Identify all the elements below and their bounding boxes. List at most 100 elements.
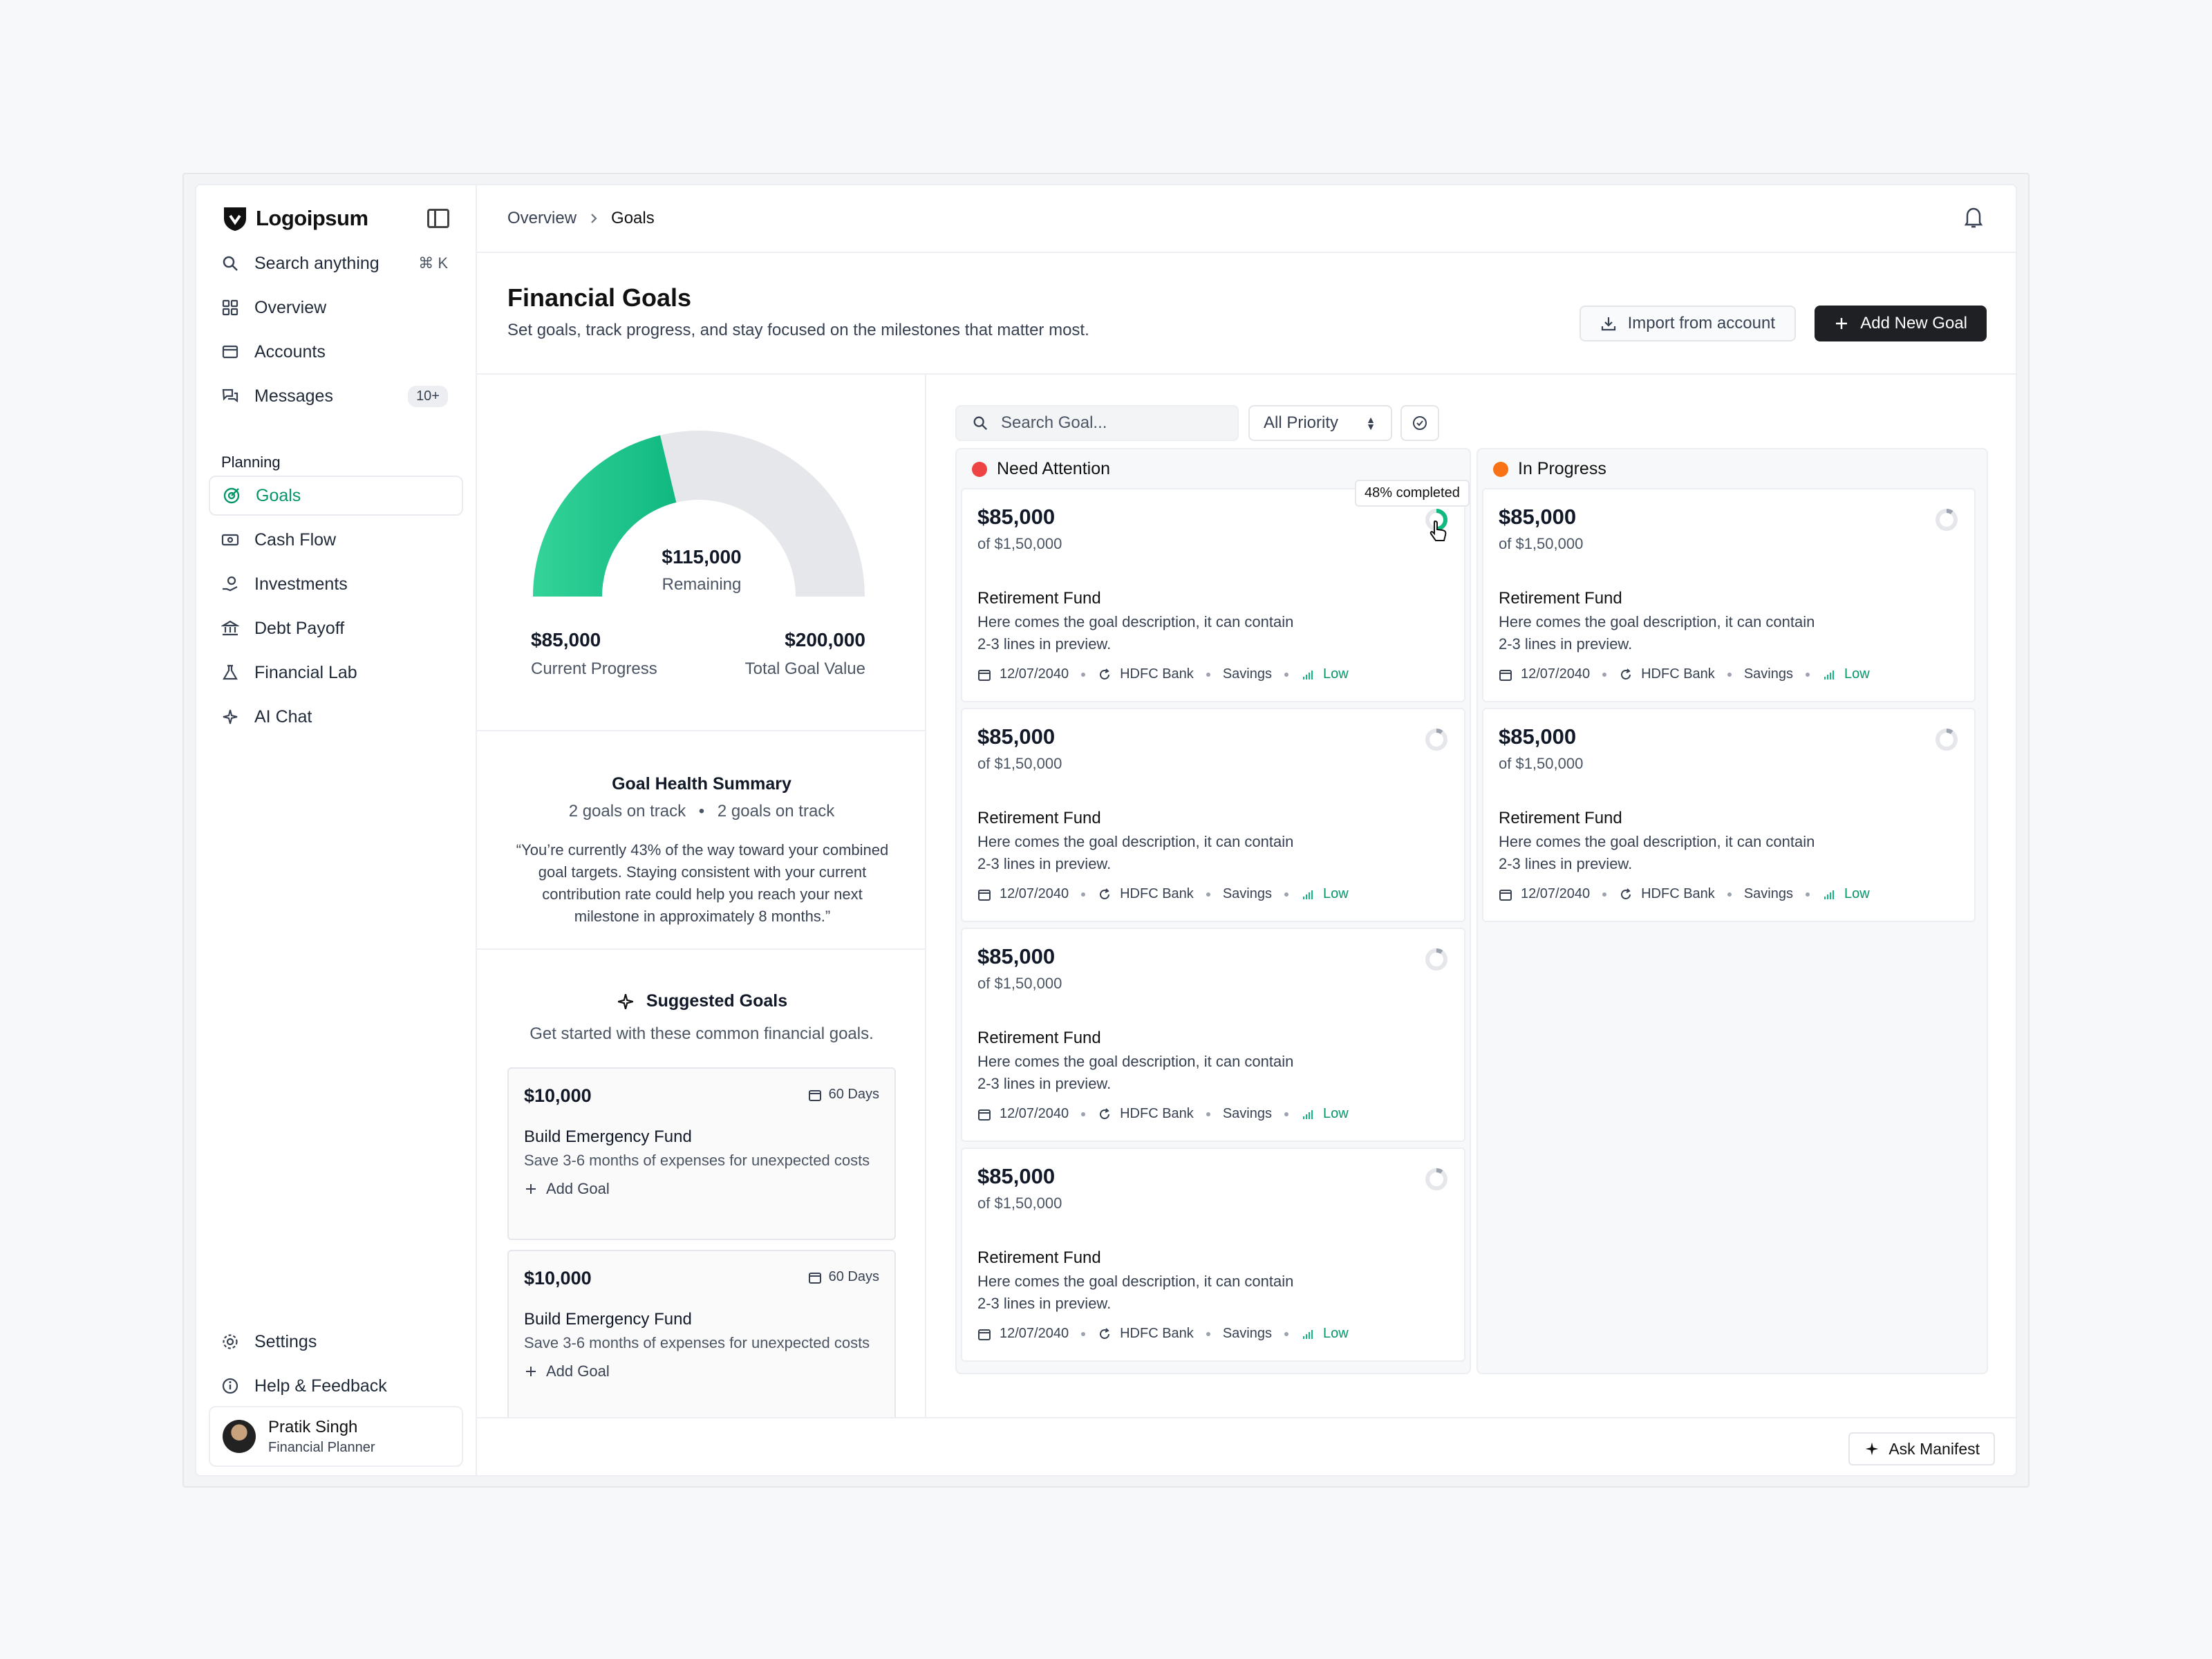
sidebar-item-label: Settings <box>254 1331 317 1351</box>
sidebar-item-overview[interactable]: Overview <box>209 288 463 328</box>
goal-date: 12/07/2040 <box>1000 886 1069 901</box>
add-goal-button[interactable]: Add New Goal <box>1815 306 1987 341</box>
current-progress-stat: $85,000 Current Progress <box>531 629 657 679</box>
sidebar-item-label: Accounts <box>254 341 326 362</box>
health-summary-stats: 2 goals on track • 2 goals on track <box>477 802 925 821</box>
breadcrumb-overview[interactable]: Overview <box>507 209 577 227</box>
progress-ring-icon[interactable] <box>1424 947 1449 972</box>
sidebar-item-cash-flow[interactable]: Cash Flow <box>209 520 463 560</box>
calendar-icon <box>1499 669 1512 681</box>
health-stat: 2 goals on track <box>717 802 835 821</box>
column-header: Need Attention <box>972 459 1110 479</box>
logo-icon <box>224 207 246 231</box>
sidebar-item-goals[interactable]: Goals <box>209 476 463 516</box>
goal-card[interactable]: $85,000 of $1,50,000 Retirement Fund Her… <box>1482 708 1976 922</box>
divider <box>477 948 925 950</box>
breadcrumb-current: Goals <box>611 209 655 227</box>
logo[interactable]: Logoipsum <box>221 205 368 232</box>
page-title: Financial Goals <box>507 283 692 312</box>
priority-select-value: All Priority <box>1264 413 1339 432</box>
ask-manifest-label: Ask Manifest <box>1888 1439 1980 1458</box>
ask-manifest-button[interactable]: Ask Manifest <box>1848 1432 1995 1465</box>
sidebar-item-label: Overview <box>254 297 327 317</box>
target-icon <box>223 487 241 505</box>
summary-panel: $115,000 Remaining $85,000 Current Progr… <box>477 375 926 1417</box>
dot-separator <box>1284 1112 1288 1116</box>
suggested-goals-title: Suggested Goals <box>477 991 925 1011</box>
add-goal-link[interactable]: Add Goal <box>524 1180 879 1198</box>
health-summary-title: Goal Health Summary <box>612 774 791 794</box>
current-progress-value: $85,000 <box>531 629 601 650</box>
dot-separator <box>1284 672 1288 677</box>
calendar-icon <box>978 1109 991 1121</box>
bank-icon <box>221 619 240 637</box>
sidebar-item-messages[interactable]: Messages 10+ <box>209 376 463 416</box>
health-summary-quote: “You’re currently 43% of the way toward … <box>516 841 889 925</box>
suggested-goal-amount: $10,000 <box>524 1085 592 1106</box>
sidebar-item-accounts[interactable]: Accounts <box>209 332 463 372</box>
search-goal-placeholder: Search Goal... <box>1001 413 1107 432</box>
total-goal-stat: $200,000 Total Goal Value <box>745 629 865 679</box>
progress-ring-icon[interactable] <box>1424 727 1449 752</box>
page-subtitle: Set goals, track progress, and stay focu… <box>507 321 1089 339</box>
progress-ring-icon[interactable] <box>1934 507 1959 532</box>
goal-description: Here comes the goal description, it can … <box>977 1053 1294 1092</box>
goal-name: Retirement Fund <box>977 809 1101 827</box>
goal-target: of $1,50,000 <box>977 1194 1062 1212</box>
import-button[interactable]: Import from account <box>1579 306 1796 341</box>
sidebar-item-investments[interactable]: Investments <box>209 564 463 604</box>
add-goal-link[interactable]: Add Goal <box>524 1362 879 1380</box>
search-anything[interactable]: Search anything ⌘ K <box>209 243 463 283</box>
bell-icon[interactable] <box>1963 206 1984 229</box>
sidebar-toggle-icon[interactable] <box>427 209 449 228</box>
column-title: In Progress <box>1518 459 1606 478</box>
sidebar-item-help[interactable]: Help & Feedback <box>209 1366 463 1406</box>
chevron-right-icon <box>591 214 597 223</box>
dot-separator <box>1206 672 1210 677</box>
progress-ring-icon[interactable] <box>1934 727 1959 752</box>
goal-card[interactable]: $85,000 of $1,50,000 Retirement Fund Her… <box>961 488 1465 702</box>
dot-separator <box>1081 1331 1086 1336</box>
progress-ring-icon[interactable] <box>1424 1167 1449 1192</box>
goal-card[interactable]: $85,000 of $1,50,000 Retirement Fund Her… <box>961 708 1465 922</box>
goal-bank: HDFC Bank <box>1120 886 1194 901</box>
check-filter-button[interactable] <box>1400 405 1439 441</box>
sidebar-item-settings[interactable]: Settings <box>209 1322 463 1362</box>
goal-meta: 12/07/2040 HDFC Bank Savings Low <box>1499 886 1870 902</box>
refresh-icon <box>1100 668 1110 679</box>
goal-type: Savings <box>1222 1326 1272 1341</box>
sidebar-item-financial-lab[interactable]: Financial Lab <box>209 653 463 693</box>
goal-amount: $85,000 <box>1499 505 1577 529</box>
goal-card[interactable]: $85,000 of $1,50,000 Retirement Fund Her… <box>961 928 1465 1142</box>
user-name: Pratik Singh <box>268 1417 358 1436</box>
dot-separator <box>1727 892 1732 897</box>
sidebar-item-ai-chat[interactable]: AI Chat <box>209 697 463 737</box>
calendar-icon <box>978 669 991 681</box>
goal-amount: $85,000 <box>1499 724 1577 749</box>
goal-priority: Low <box>1322 666 1349 682</box>
goal-description: Here comes the goal description, it can … <box>1499 613 1815 653</box>
goal-card[interactable]: $85,000 of $1,50,000 Retirement Fund Her… <box>1482 488 1976 702</box>
divider <box>477 730 925 731</box>
goal-date: 12/07/2040 <box>1521 886 1591 901</box>
sidebar-item-debt-payoff[interactable]: Debt Payoff <box>209 608 463 648</box>
goal-bank: HDFC Bank <box>1120 1326 1194 1341</box>
page-header: Financial Goals Set goals, track progres… <box>477 253 2016 375</box>
goal-card[interactable]: $85,000 of $1,50,000 Retirement Fund Her… <box>961 1147 1465 1362</box>
total-goal-value: $200,000 <box>785 629 865 650</box>
suggested-goals-label: Suggested Goals <box>646 991 788 1011</box>
suggested-goal-name: Build Emergency Fund <box>524 1310 692 1329</box>
search-icon <box>221 254 239 272</box>
check-circle-icon <box>1413 416 1427 430</box>
footer-bar: Ask Manifest <box>477 1417 2016 1475</box>
goal-priority: Low <box>1844 666 1870 682</box>
progress-gauge <box>533 431 865 597</box>
search-goal-input[interactable]: Search Goal... <box>955 405 1239 441</box>
goal-amount: $85,000 <box>977 1164 1056 1188</box>
window-frame: Logoipsum Search anything ⌘ K Overview A… <box>182 173 2030 1488</box>
goal-target: of $1,50,000 <box>1499 755 1584 772</box>
priority-select[interactable]: All Priority ▲ ▼ <box>1248 405 1392 441</box>
user-profile[interactable]: Pratik Singh Financial Planner <box>209 1406 463 1467</box>
dot-separator <box>1727 672 1732 677</box>
signal-bars-icon <box>1824 890 1834 899</box>
